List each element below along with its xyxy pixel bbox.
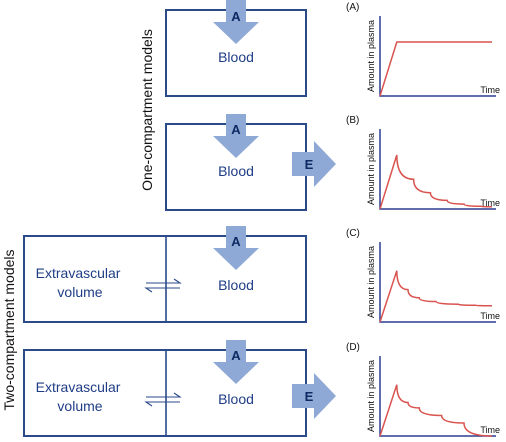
extravascular-line-2: volume: [57, 398, 102, 414]
blood-label: Blood: [218, 49, 254, 65]
administration-label: A: [231, 348, 241, 363]
panel-letter: (B): [346, 115, 359, 126]
x-axis-label: Time: [480, 425, 500, 435]
extravascular-line-2: volume: [57, 284, 102, 300]
blood-label: Blood: [218, 277, 254, 293]
equilibrium-arrows: [144, 392, 182, 407]
graph-axes: [379, 242, 496, 323]
graph-axes: [379, 129, 496, 210]
plasma-curve: [379, 270, 493, 323]
model-a: A Blood: [165, 0, 307, 97]
y-axis-label: Amount in plasma: [366, 20, 376, 92]
model-b: A Blood E: [165, 114, 336, 211]
graph-axes: [379, 356, 496, 437]
administration-arrow: [213, 226, 259, 270]
y-axis-label: Amount in plasma: [366, 360, 376, 432]
graph-a: (A) Amount in plasma Time: [346, 2, 500, 97]
model-d: A Blood Extravascular volume E: [23, 340, 336, 437]
model-c: A Blood Extravascular volume: [23, 226, 307, 323]
one-compartment-label: One-compartment models: [139, 29, 155, 191]
x-axis-label: Time: [480, 85, 500, 95]
y-axis-label: Amount in plasma: [366, 246, 376, 318]
administration-label: A: [231, 122, 241, 137]
graph-b: (B) Amount in plasma Time: [346, 115, 500, 210]
two-compartment-box: [23, 349, 307, 437]
graph-d: (D) Amount in plasma Time: [346, 342, 500, 437]
elimination-label: E: [305, 157, 314, 172]
blood-label: Blood: [218, 391, 254, 407]
administration-label: A: [231, 234, 241, 249]
two-compartment-label: Two-compartment models: [1, 249, 17, 410]
elimination-arrow: [292, 373, 336, 419]
equilibrium-arrows: [144, 278, 182, 293]
plasma-curve: [379, 41, 492, 97]
elimination-arrow: [292, 141, 336, 187]
administration-arrow: [213, 340, 259, 384]
two-compartment-box: [23, 235, 307, 323]
x-axis-label: Time: [480, 311, 500, 321]
extravascular-label: Extravascular volume: [36, 379, 125, 414]
elimination-label: E: [305, 389, 314, 404]
x-axis-label: Time: [480, 198, 500, 208]
plasma-curve: [379, 384, 493, 437]
panel-letter: (D): [346, 342, 360, 353]
graph-c: (C) Amount in plasma Time: [346, 228, 500, 323]
administration-arrow: [213, 114, 259, 158]
panel-letter: (A): [346, 2, 359, 13]
administration-label: A: [231, 9, 241, 24]
plasma-curve: [379, 154, 493, 210]
extravascular-line-1: Extravascular: [36, 379, 121, 395]
extravascular-label: Extravascular volume: [36, 265, 125, 300]
extravascular-line-1: Extravascular: [36, 265, 121, 281]
blood-label: Blood: [218, 163, 254, 179]
y-axis-label: Amount in plasma: [366, 133, 376, 205]
graph-axes: [379, 16, 496, 97]
administration-arrow: [213, 0, 259, 44]
panel-letter: (C): [346, 228, 360, 239]
